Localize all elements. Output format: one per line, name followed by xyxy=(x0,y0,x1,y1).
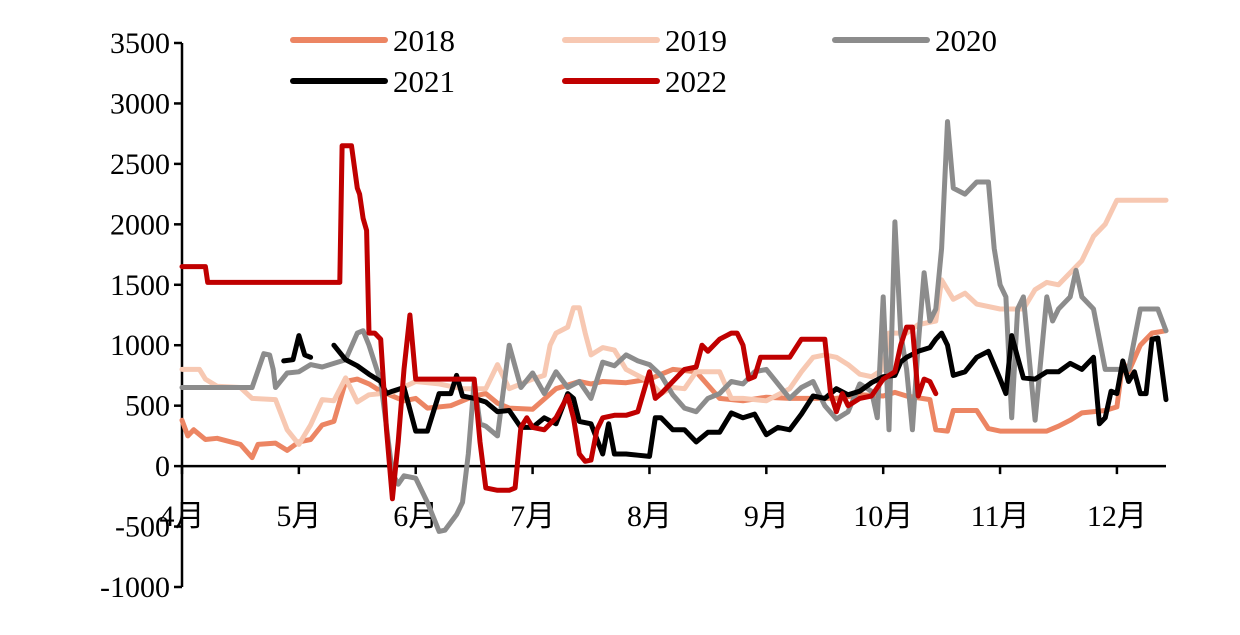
legend-label-2018: 2018 xyxy=(393,23,455,58)
y-tick-label: 2500 xyxy=(110,148,170,181)
y-tick-label: 3000 xyxy=(110,87,170,120)
x-tick-label: 7月 xyxy=(510,500,555,533)
legend-label-2019: 2019 xyxy=(665,23,727,58)
y-tick-label: 1500 xyxy=(110,269,170,302)
legend: 2018 2019 2020 2021 2022 xyxy=(290,23,997,99)
legend-label-2022: 2022 xyxy=(665,64,727,99)
legend-label-2021: 2021 xyxy=(393,64,455,99)
y-tick-label: 3500 xyxy=(110,27,170,60)
x-tick-label: 11月 xyxy=(971,500,1030,533)
y-tick-label: -1000 xyxy=(100,571,170,604)
y-tick-label: -500 xyxy=(115,511,170,544)
chart-axes: -1000 -500 0 500 1000 1500 2000 2500 3000 3500 4月 5… xyxy=(100,27,1166,604)
series-layer xyxy=(179,119,1169,534)
x-tick-label: 10月 xyxy=(853,500,913,533)
x-tick-label: 4月 xyxy=(160,500,205,533)
series-line-2022 xyxy=(179,143,939,502)
series-line-2018 xyxy=(179,328,1169,461)
x-tick-label: 5月 xyxy=(276,500,321,533)
y-tick-label: 500 xyxy=(125,390,170,423)
y-tick-label: 1000 xyxy=(110,329,170,362)
y-tick-label: 0 xyxy=(155,450,170,483)
x-tick-label: 8月 xyxy=(627,500,672,533)
x-tick-label: 12月 xyxy=(1087,500,1147,533)
x-tick-label: 9月 xyxy=(744,500,789,533)
series-line-2020 xyxy=(179,119,1169,534)
series-line-2021 xyxy=(281,330,1169,459)
legend-label-2020: 2020 xyxy=(935,23,997,58)
y-tick-label: 2000 xyxy=(110,208,170,241)
